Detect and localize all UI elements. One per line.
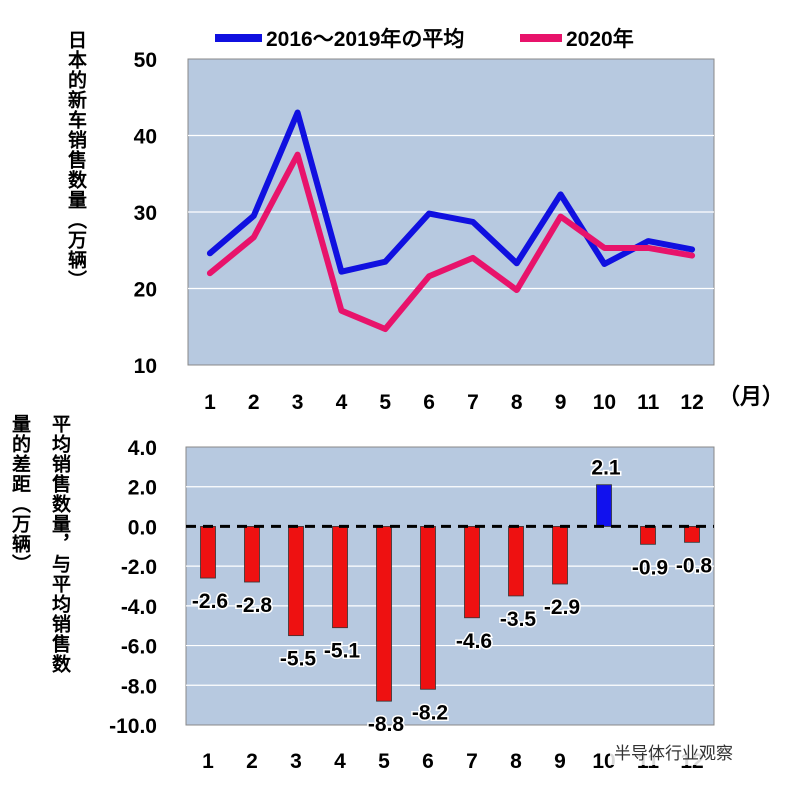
x-tick-label: 2 [248, 391, 260, 414]
bar-chart-data-labels: -2.6 -2.8 -5.5 -5.1 -8.8 -8.2 -4.6 -3.5 -2.9 2.1 -… [190, 455, 714, 737]
line-chart-x-ticks: 1 2 3 4 5 6 7 8 9 10 11 12 [204, 391, 704, 414]
y-tick-label: 10 [134, 355, 157, 378]
y-tick-label: -8.0 [121, 675, 157, 698]
y-tick-label: 20 [134, 279, 157, 302]
x-tick-label: 10 [592, 750, 615, 773]
data-label: 2.1 [591, 457, 621, 480]
x-tick-label: 6 [423, 391, 435, 414]
x-tick-label: 4 [336, 391, 348, 414]
data-label: -5.5 [280, 648, 317, 671]
y-tick-label: 50 [134, 49, 157, 72]
data-label: -2.9 [544, 596, 580, 619]
bar [200, 526, 216, 579]
x-tick-label: 8 [511, 391, 523, 414]
y-tick-label: 0.0 [128, 516, 157, 539]
x-tick-label: 7 [467, 391, 479, 414]
x-axis-unit-label: （月） [718, 384, 784, 409]
x-tick-label: 12 [680, 391, 703, 414]
bar [684, 526, 700, 543]
series-line-average [206, 109, 696, 275]
x-tick-label: 6 [422, 750, 434, 773]
data-label: -2.6 [192, 590, 228, 613]
bar-chart: -10.0 -8.0 -6.0 -4.0 -2.0 0.0 2.0 4.0 1 2 3 4 5 6 7 8 9… [109, 437, 715, 773]
bar-chart-gridlines [186, 486, 714, 686]
y-tick-label: -4.0 [121, 596, 157, 619]
x-tick-label: 10 [593, 391, 616, 414]
bar [508, 526, 524, 597]
bar-chart-y-ticks: -10.0 -8.0 -6.0 -4.0 -2.0 0.0 2.0 4.0 [109, 437, 157, 738]
y-tick-label: 4.0 [128, 437, 157, 460]
x-tick-label: 1 [202, 750, 214, 773]
data-label: -3.5 [500, 608, 537, 631]
x-tick-label: 4 [334, 750, 346, 773]
x-tick-label: 1 [204, 391, 216, 414]
x-tick-label: 5 [379, 391, 391, 414]
y-tick-label: -10.0 [109, 715, 157, 738]
line-chart-gridlines [188, 134, 714, 290]
y-tick-label: 40 [134, 126, 157, 149]
bar [552, 526, 568, 585]
x-tick-label: 2 [246, 750, 258, 773]
x-tick-label: 9 [555, 391, 567, 414]
bar [464, 526, 480, 619]
y-tick-label: 30 [134, 202, 157, 225]
line-chart-series [206, 109, 696, 333]
x-tick-label: 3 [290, 750, 302, 773]
bar [420, 526, 436, 690]
bar [332, 526, 348, 629]
bar [244, 526, 260, 583]
y-tick-label: -6.0 [121, 636, 157, 659]
line-chart-y-ticks: 10 20 30 40 50 [134, 49, 157, 378]
data-label: -2.8 [236, 594, 273, 617]
data-label: -5.1 [324, 640, 361, 663]
bar [376, 526, 392, 702]
bar [640, 526, 656, 545]
watermark: 半导体行业观察 [610, 738, 737, 765]
x-tick-label: 3 [292, 391, 304, 414]
bar-chart-bars [200, 484, 700, 702]
x-tick-label: 9 [554, 750, 566, 773]
bar-chart-y-axis-label-line-2: 平均销售数量，与平均销售数 [49, 414, 71, 674]
y-tick-label: 2.0 [128, 477, 157, 500]
line-chart-y-axis-label: 日本的新车销售数量（万辆） [65, 30, 87, 290]
bar-chart-plot-area [185, 446, 715, 726]
bar-chart-y-axis-label-line-1: 量的差距（万辆） [9, 414, 31, 574]
legend-label-2020: 2020年 [566, 27, 634, 51]
bar [288, 526, 304, 637]
data-label: -4.6 [456, 630, 492, 653]
legend: 2016～2019年の平均 2020年 [215, 27, 634, 51]
data-label: -8.8 [368, 713, 405, 736]
bar [596, 484, 612, 527]
x-tick-label: 5 [378, 750, 390, 773]
x-tick-label: 11 [637, 391, 660, 414]
data-label: -0.8 [676, 554, 713, 577]
x-tick-label: 8 [510, 750, 522, 773]
data-label: -8.2 [412, 701, 448, 724]
data-label: -0.9 [632, 556, 668, 579]
x-tick-label: 7 [466, 750, 478, 773]
legend-label-avg: 2016～2019年の平均 [266, 27, 464, 51]
series-line-2020 [206, 151, 696, 333]
y-tick-label: -2.0 [121, 556, 157, 579]
